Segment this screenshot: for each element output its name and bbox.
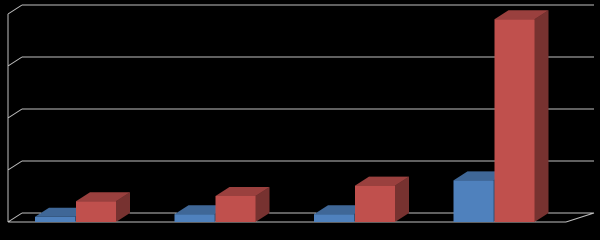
bar <box>174 214 215 222</box>
bar <box>453 180 494 222</box>
bar-side <box>395 176 409 222</box>
bar-top <box>494 10 549 20</box>
page: {"chart_data": {"type": "bar3d", "catego… <box>7 4 595 223</box>
bar-top <box>76 192 130 202</box>
bar <box>35 216 75 222</box>
bar <box>355 185 395 222</box>
grid-line <box>7 212 23 223</box>
bar <box>314 214 354 222</box>
bar-top <box>355 176 409 186</box>
bar-top <box>174 205 229 215</box>
floor-line <box>565 212 595 223</box>
bar <box>76 201 116 222</box>
bar-side <box>255 187 270 222</box>
grid-line <box>7 108 23 119</box>
bar-top <box>35 207 89 217</box>
bar-side <box>116 192 130 222</box>
bar <box>494 19 535 223</box>
bar-side <box>534 10 549 223</box>
grid-line <box>7 56 23 67</box>
grid-line <box>7 160 23 171</box>
bar <box>215 196 256 222</box>
chart <box>7 4 595 223</box>
bar-top <box>215 187 270 196</box>
bar-top <box>453 171 508 181</box>
grid-line <box>7 4 23 15</box>
bar-top <box>314 205 368 215</box>
